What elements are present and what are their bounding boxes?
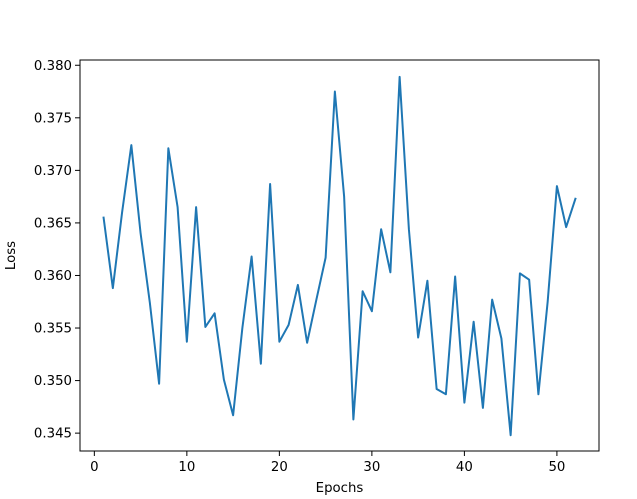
axes-layer: 0 10 20 30 40 50 0.345 0.350 0.355 0.360 0.365 0.37…: [34, 59, 600, 475]
plot-background: [80, 60, 599, 451]
series-line-0: [102, 75, 577, 437]
y-tick-label: 0.375: [34, 111, 72, 126]
y-tick-label: 0.365: [34, 216, 72, 231]
series-layer: [102, 75, 577, 437]
y-tick-label: 0.355: [34, 322, 72, 337]
y-tick-label: 0.350: [34, 374, 72, 389]
x-tick-label: 20: [271, 460, 288, 475]
axes-frame: [79, 59, 600, 452]
x-tick-label: 0: [90, 460, 98, 475]
x-tick-label: 50: [548, 460, 565, 475]
x-tick-label: 40: [456, 460, 473, 475]
y-tick-label: 0.345: [34, 427, 72, 442]
y-tick-label: 0.370: [34, 164, 72, 179]
plot-area: [80, 60, 599, 451]
x-tick-label: 30: [363, 460, 380, 475]
y-axis-label: Loss: [4, 241, 19, 270]
x-axis-label: Epochs: [316, 481, 364, 496]
y-tick-label: 0.380: [34, 59, 72, 74]
x-tick-label: 10: [178, 460, 195, 475]
y-tick-label: 0.360: [34, 269, 72, 284]
